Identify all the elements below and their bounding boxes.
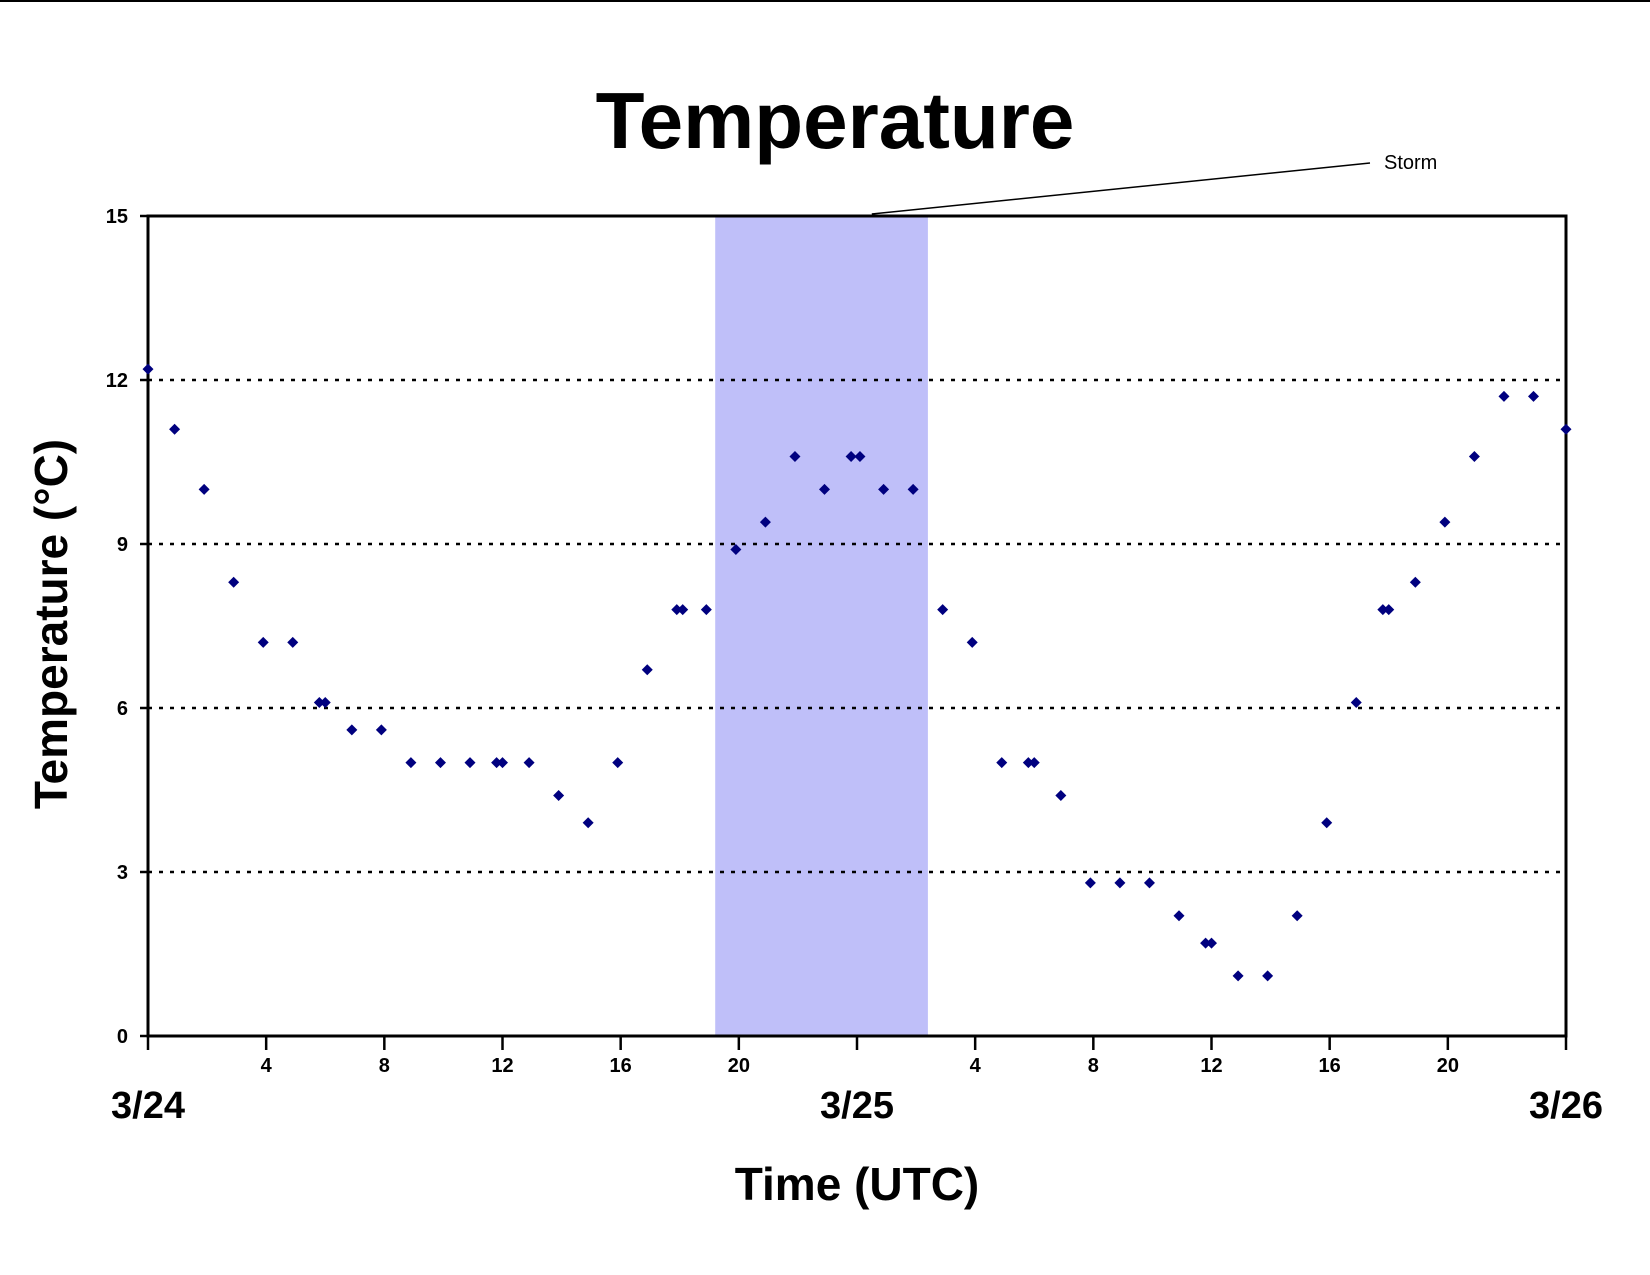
data-point — [1560, 423, 1572, 435]
data-point — [878, 483, 890, 495]
data-point — [257, 636, 269, 648]
date-labels: 3/24 3/25 3/26 — [111, 1085, 1603, 1127]
data-point — [1291, 910, 1303, 922]
data-point — [854, 451, 866, 463]
data-point — [845, 451, 857, 463]
storm-annotation-line — [871, 162, 1371, 215]
data-point — [1084, 877, 1096, 889]
x-axis-title: Time (UTC) — [735, 1158, 980, 1210]
data-point — [1409, 576, 1421, 588]
data-point — [1055, 789, 1067, 801]
x-tick-label: 12 — [491, 1055, 513, 1077]
data-point — [671, 604, 683, 616]
data-point — [1383, 604, 1395, 616]
date-label: 3/26 — [1529, 1085, 1603, 1127]
y-axis-title: Temperature (°C) — [25, 439, 77, 809]
storm-band — [715, 216, 928, 1036]
data-point — [169, 423, 181, 435]
data-point — [937, 604, 949, 616]
data-point — [1439, 516, 1451, 528]
data-point — [819, 483, 831, 495]
storm-annotation-label: Storm — [1384, 152, 1437, 174]
x-tick-label: 16 — [1319, 1055, 1341, 1077]
data-point — [612, 757, 624, 769]
x-tick-label: 12 — [1200, 1055, 1222, 1077]
data-point — [1200, 937, 1212, 949]
data-point — [319, 697, 331, 709]
data-point — [313, 697, 325, 709]
data-point — [966, 636, 978, 648]
data-point — [1022, 757, 1034, 769]
data-point — [1114, 877, 1126, 889]
y-tick-label: 12 — [106, 370, 128, 392]
data-point — [1377, 604, 1389, 616]
data-point — [228, 576, 240, 588]
x-axis: 4 8 12 16 20 4 8 12 16 20 — [146, 1036, 1568, 1077]
data-point — [677, 604, 689, 616]
data-point — [346, 724, 358, 736]
data-point — [405, 757, 417, 769]
data-point — [491, 757, 503, 769]
data-point — [142, 363, 154, 375]
data-point — [287, 636, 299, 648]
x-tick-label: 8 — [1088, 1055, 1099, 1077]
data-point — [497, 757, 508, 769]
data-point — [1321, 817, 1333, 829]
data-point — [1468, 451, 1480, 463]
data-point — [1528, 390, 1540, 402]
x-tick-label: 16 — [610, 1055, 632, 1077]
data-point — [553, 789, 565, 801]
x-tick-label: 8 — [379, 1055, 390, 1077]
data-point — [1028, 757, 1040, 769]
data-point — [434, 757, 446, 769]
data-point — [1498, 390, 1510, 402]
x-tick-label: 4 — [261, 1055, 273, 1077]
data-point — [907, 483, 919, 495]
data-point — [464, 757, 476, 769]
y-tick-label: 6 — [117, 698, 128, 720]
x-tick-label: 20 — [728, 1055, 750, 1077]
y-tick-label: 3 — [117, 862, 128, 884]
top-rule — [0, 0, 1650, 2]
y-tick-label: 15 — [106, 206, 128, 228]
data-point — [996, 757, 1008, 769]
date-label: 3/25 — [820, 1085, 894, 1127]
data-point — [523, 757, 535, 769]
data-point — [1232, 970, 1244, 982]
x-tick-label: 4 — [970, 1055, 982, 1077]
data-point — [1262, 970, 1274, 982]
data-point — [700, 604, 712, 616]
data-point — [730, 543, 742, 555]
data-point — [759, 516, 771, 528]
data-point — [1143, 877, 1155, 889]
data-point — [1350, 697, 1362, 709]
data-point — [198, 483, 210, 495]
data-point — [375, 724, 387, 736]
data-point — [1173, 910, 1185, 922]
y-tick-label: 9 — [117, 534, 128, 556]
y-tick-label: 0 — [117, 1026, 128, 1048]
date-label: 3/24 — [111, 1085, 185, 1127]
chart-title: Temperature — [596, 76, 1075, 165]
data-point — [641, 664, 653, 676]
y-axis: 0 3 6 9 12 15 — [106, 206, 148, 1048]
data-point — [582, 817, 594, 829]
data-point — [1206, 937, 1217, 949]
data-point — [789, 451, 801, 463]
data-points — [142, 363, 1572, 982]
x-tick-label: 20 — [1437, 1055, 1459, 1077]
